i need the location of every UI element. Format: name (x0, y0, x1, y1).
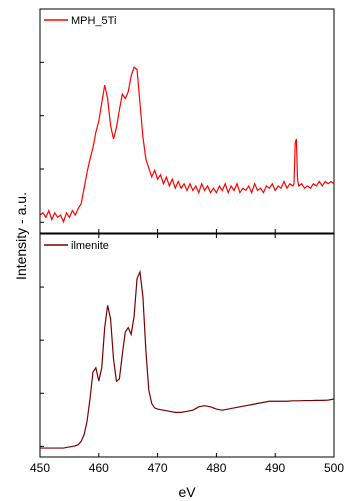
x-tick-label: 480 (206, 461, 226, 475)
panel-1: MPH_5Ti (39, 8, 335, 234)
x-tick-label: 490 (265, 461, 285, 475)
panel-frame (39, 8, 335, 234)
legend-label: ilmenite (71, 240, 109, 252)
panel-2: ilmenite (39, 233, 335, 458)
x-tick-label: 500 (324, 461, 344, 475)
y-axis-label: Intensity - a.u. (13, 192, 29, 280)
series-line (39, 66, 335, 224)
x-tick-label: 460 (89, 461, 109, 475)
x-axis-label: eV (178, 484, 196, 500)
panel-frame (39, 233, 335, 458)
x-tick-label: 450 (30, 461, 50, 475)
series-line (40, 269, 335, 449)
x-tick-label: 470 (148, 461, 168, 475)
legend-label: MPH_5Ti (71, 15, 116, 27)
